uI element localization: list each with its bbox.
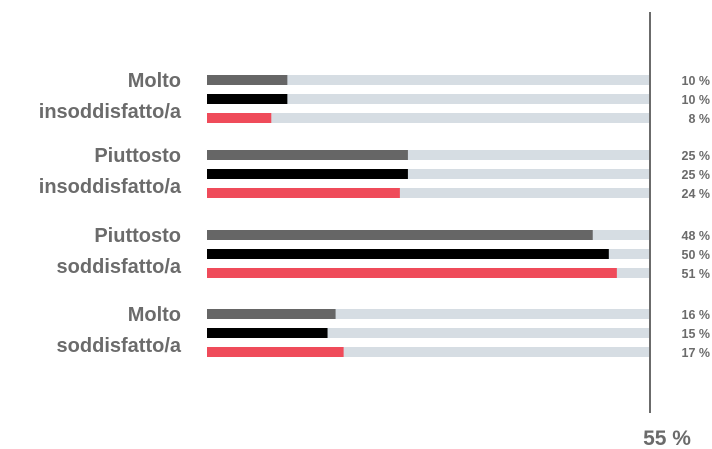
axis-max-label: 55 % [643,427,691,449]
bar-track [207,188,649,198]
value-label: 25 % [682,149,711,163]
value-label: 15 % [682,327,711,341]
value-label: 8 % [688,112,710,126]
value-label: 10 % [682,74,711,88]
bar [207,113,272,123]
bar-track [207,94,649,104]
category-label: Piuttosto [94,225,181,247]
bar-track [207,347,649,357]
category-labels: Molto insoddisfatto/a Piuttosto insoddisfat… [39,70,182,357]
category-label: Molto [128,70,181,92]
bar-track [207,113,649,123]
bar-track [207,150,649,160]
value-label: 16 % [682,308,711,322]
value-label: 48 % [682,229,711,243]
bar [207,150,408,160]
bar [207,169,408,179]
bar [207,230,593,240]
category-label: Molto [128,304,181,326]
bar [207,347,344,357]
value-label: 50 % [682,248,711,262]
bar [207,328,328,338]
bar [207,75,288,85]
bar-track [207,309,649,319]
value-label: 51 % [682,267,711,281]
value-label: 17 % [682,346,711,360]
bars [207,75,617,357]
bar-track [207,169,649,179]
bar [207,188,400,198]
value-label: 25 % [682,168,711,182]
bar-track [207,75,649,85]
category-label: soddisfatto/a [57,256,182,278]
bar [207,309,336,319]
bar [207,94,288,104]
category-label: insoddisfatto/a [39,101,182,123]
bar-track [207,328,649,338]
value-label: 10 % [682,93,711,107]
category-label: insoddisfatto/a [39,176,182,198]
category-label: soddisfatto/a [57,335,182,357]
value-label: 24 % [682,187,711,201]
bar [207,268,617,278]
value-labels: 10 % 10 % 8 % 25 % 25 % 24 % 48 % 50 % 51 % 16 % 1… [682,74,711,360]
category-label: Piuttosto [94,145,181,167]
bar [207,249,609,259]
